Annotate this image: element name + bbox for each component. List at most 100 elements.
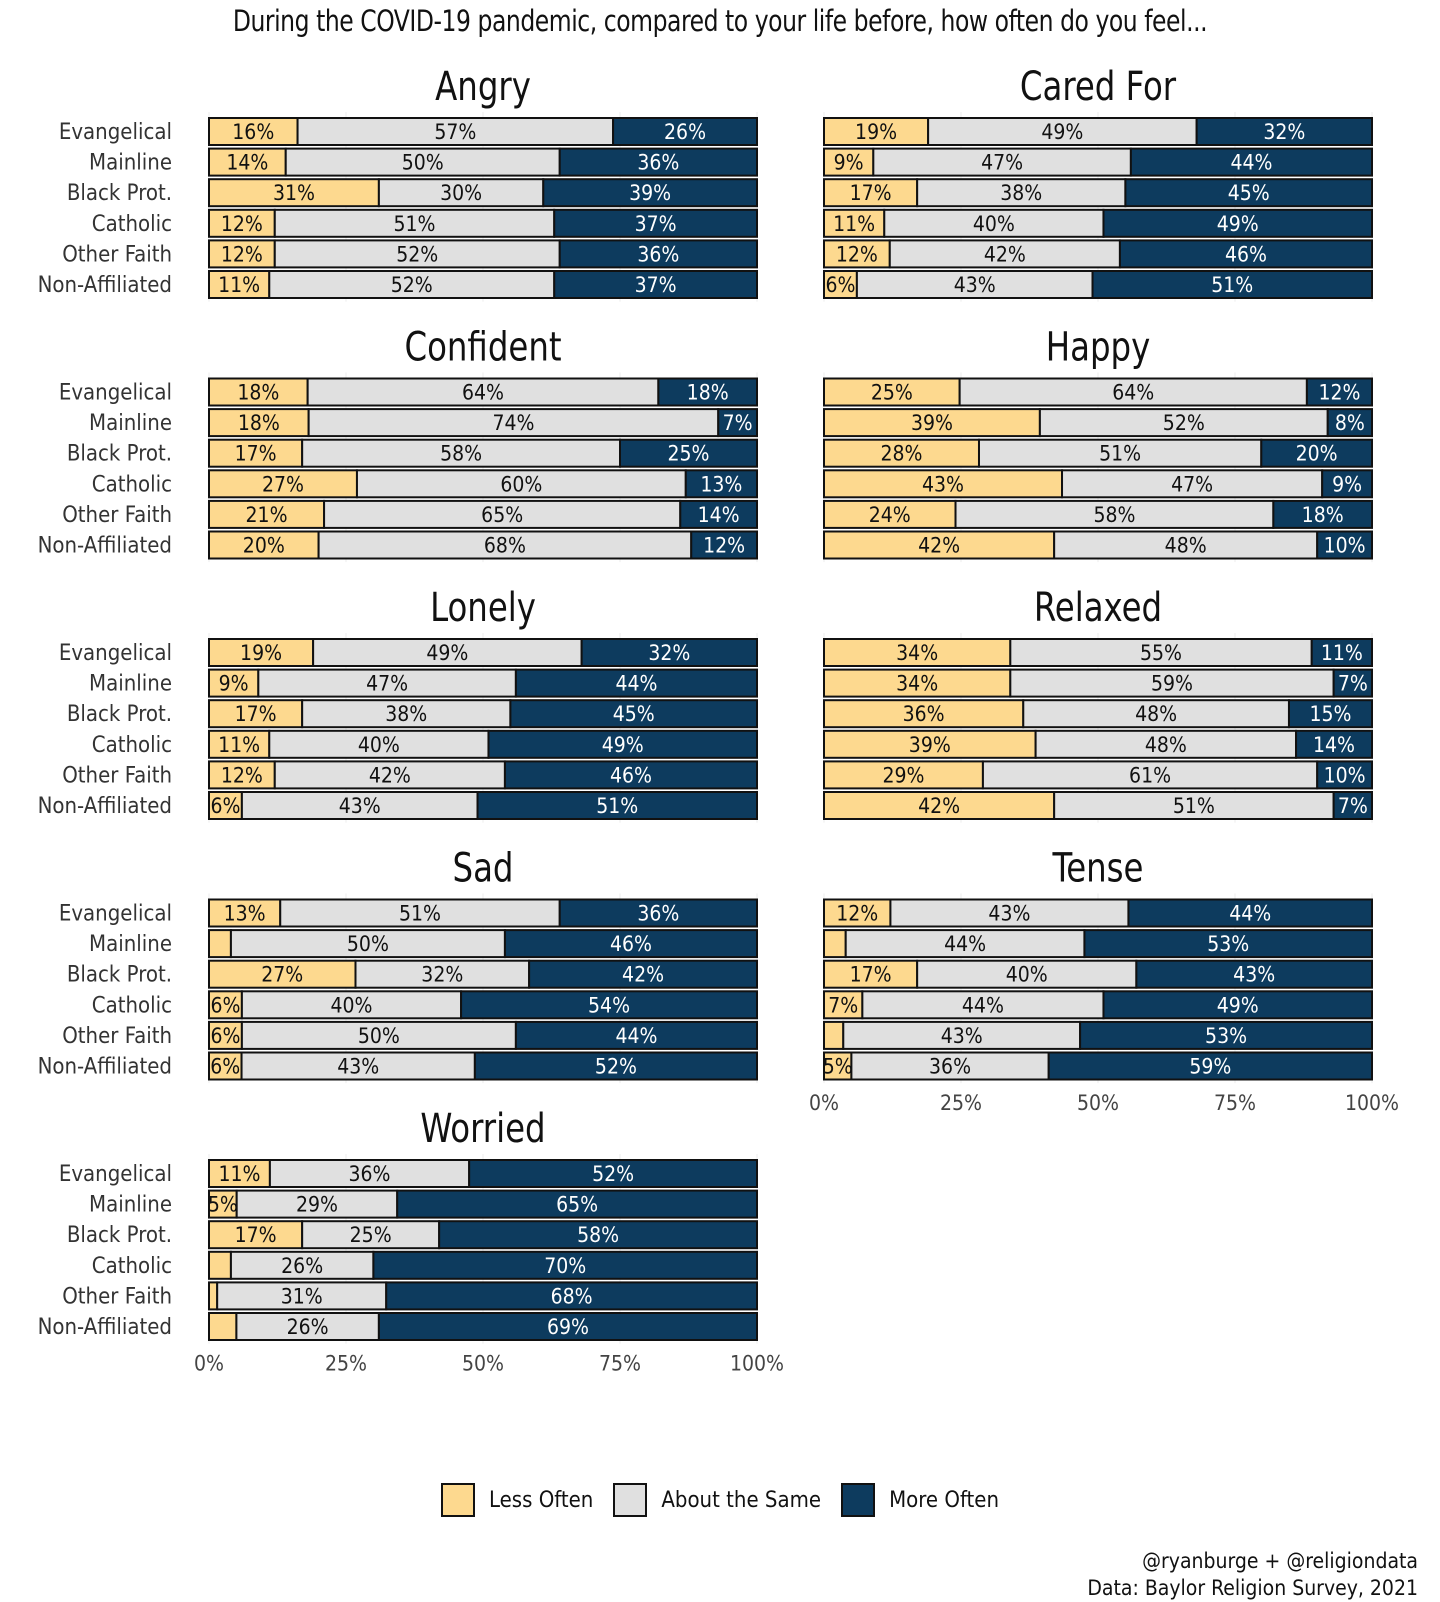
data-label: 42% [918, 794, 960, 818]
caption-handles: @ryanburge + @religiondata [1142, 1549, 1418, 1573]
data-label: 54% [588, 993, 630, 1017]
panel-lonely: Lonely Evangelical 19% 49% 32% Mainline 9% 47% 4… [38, 584, 759, 823]
data-label: 64% [462, 381, 504, 405]
data-label: 13% [224, 902, 266, 926]
panel-sad: Sad Evangelical 13% 51% 36% Mainline 50% 46% Bla… [38, 845, 759, 1084]
bar-segment [1118, 239, 1374, 269]
bar-segment [240, 791, 479, 820]
data-label: 36% [637, 242, 679, 266]
x-tick-label: 0% [809, 1091, 839, 1115]
data-label: 6% [210, 1024, 240, 1048]
data-label: 18% [238, 411, 280, 435]
bar-segment [1047, 1051, 1374, 1081]
category-label: Black Prot. [67, 181, 172, 206]
category-label: Other Faith [62, 1284, 172, 1309]
category-label: Mainline [89, 1193, 172, 1218]
category-label: Catholic [92, 472, 172, 497]
bar-segment [503, 929, 759, 959]
caption: @ryanburge + @religiondata Data: Baylor … [1087, 1548, 1418, 1602]
legend-item-same: About the Same [613, 1483, 821, 1517]
data-label: 18% [687, 381, 729, 405]
data-label: 49% [602, 733, 644, 757]
data-label: 60% [500, 472, 542, 496]
data-label: 74% [492, 411, 534, 435]
panel-happy: Happy 25% 64% 12% 39% 52% 8% 28% 51% 20% 43% 47% 9% 2… [823, 324, 1374, 563]
bar-segment [823, 959, 919, 989]
data-label: 17% [235, 442, 277, 466]
bar-segment [1195, 117, 1374, 146]
data-label: 17% [235, 702, 277, 726]
data-label: 6% [825, 273, 855, 297]
data-label: 58% [577, 1223, 619, 1247]
bar-segment [844, 929, 1086, 959]
category-label: Black Prot. [67, 702, 172, 727]
bar-segment [208, 1312, 238, 1341]
bar-segment [1260, 438, 1374, 468]
data-label: 44% [944, 932, 986, 956]
bar-segment [476, 791, 758, 820]
data-label: 37% [635, 212, 677, 236]
data-label: 48% [1165, 534, 1207, 558]
legend: Less Often About the Same More Often [0, 1483, 1440, 1517]
x-tick-label: 100% [730, 1352, 784, 1376]
category-label: Non-Affiliated [38, 273, 172, 298]
bar-segment [273, 239, 561, 269]
bar-segment [208, 239, 276, 269]
bar-segment [385, 1281, 758, 1311]
data-label: 12% [1318, 381, 1360, 405]
data-label: 11% [218, 1162, 260, 1186]
data-label: 36% [637, 151, 679, 175]
category-label: Mainline [89, 932, 172, 957]
data-label: 16% [232, 120, 274, 144]
legend-label-more: More Often [889, 1487, 1000, 1513]
panel-confident: Confident Evangelical 18% 64% 18% Mainline 18%… [38, 324, 759, 563]
data-label: 52% [391, 273, 433, 297]
bar-segment [208, 117, 299, 146]
bar-segment [296, 117, 615, 146]
data-label: 17% [850, 963, 892, 987]
data-label: 20% [243, 534, 285, 558]
x-tick-label: 75% [599, 1352, 641, 1376]
data-label: 17% [235, 1223, 277, 1247]
data-label: 65% [556, 1193, 598, 1217]
data-label: 53% [1207, 932, 1249, 956]
data-label: 52% [592, 1162, 634, 1186]
panel-title: Angry [435, 63, 531, 109]
data-label: 59% [1189, 1055, 1231, 1079]
category-label: Evangelical [59, 120, 172, 145]
data-label: 43% [954, 273, 996, 297]
data-label: 36% [637, 902, 679, 926]
category-label: Black Prot. [67, 963, 172, 988]
bar-segment [306, 377, 660, 407]
data-label: 58% [1093, 503, 1135, 527]
data-label: 15% [1309, 702, 1351, 726]
data-label: 59% [1151, 672, 1193, 696]
bar-segment [229, 1250, 375, 1280]
bar-segment [240, 1020, 517, 1050]
category-label: Catholic [92, 993, 172, 1018]
bar-segment [268, 270, 556, 299]
data-label: 14% [1313, 733, 1355, 757]
panel-relaxed: Relaxed 34% 55% 11% 34% 59% 7% 36% 48% 15% 39% 48% 1… [823, 584, 1374, 823]
bar-segment [553, 208, 758, 238]
data-label: 20% [1296, 442, 1338, 466]
bar-segment [372, 1250, 758, 1280]
category-label: Evangelical [59, 381, 172, 406]
data-label: 46% [610, 932, 652, 956]
bar-segment [1061, 469, 1324, 499]
bar-segment [257, 668, 517, 698]
bar-segment [208, 1159, 271, 1188]
bar-segment [823, 499, 957, 529]
bar-segment [377, 1312, 758, 1341]
bar-segment [861, 990, 1105, 1020]
bar-segment [514, 668, 758, 698]
data-label: 24% [869, 503, 911, 527]
bar-segment [208, 270, 271, 299]
category-label: Mainline [89, 672, 172, 697]
data-label: 47% [981, 151, 1023, 175]
x-tick-label: 50% [1077, 1091, 1119, 1115]
data-label: 65% [481, 503, 523, 527]
data-label: 29% [882, 763, 924, 787]
category-label: Catholic [92, 212, 172, 237]
data-label: 11% [1321, 641, 1363, 665]
